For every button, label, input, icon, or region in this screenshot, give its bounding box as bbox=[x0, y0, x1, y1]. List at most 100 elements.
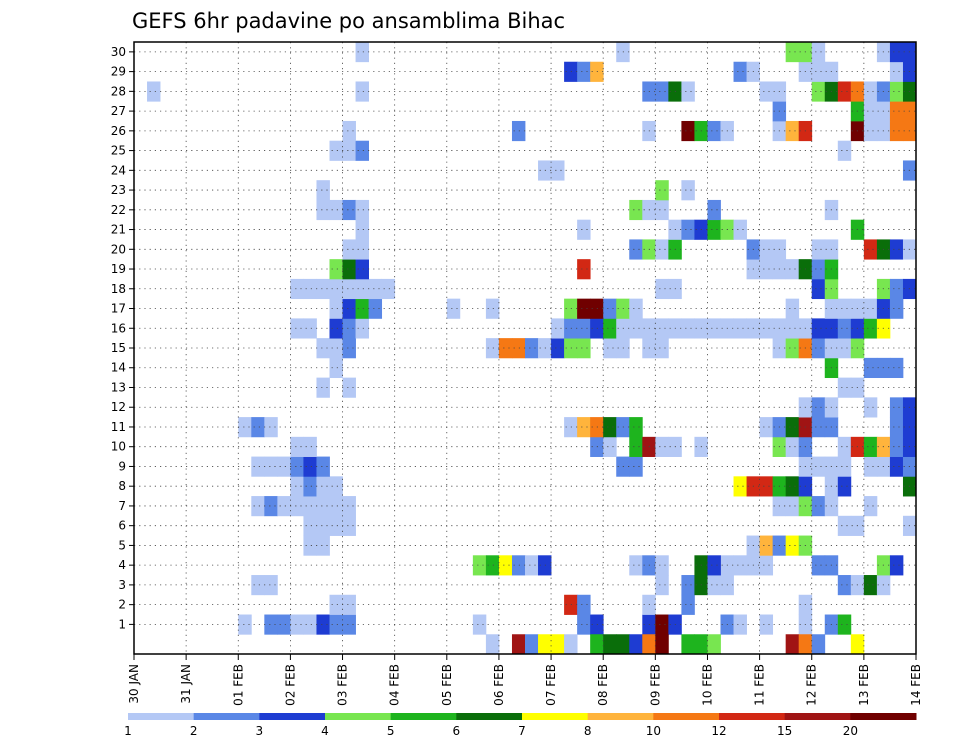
heatmap-cell bbox=[368, 278, 383, 300]
colorbar-segment bbox=[719, 713, 786, 720]
heatmap-cell bbox=[655, 81, 669, 102]
heatmap-cell bbox=[837, 377, 852, 398]
heatmap-cell bbox=[863, 239, 878, 260]
heatmap-cell bbox=[785, 535, 800, 556]
heatmap-cell bbox=[329, 357, 343, 379]
heatmap-cell bbox=[629, 436, 643, 457]
heatmap-cell bbox=[538, 634, 552, 655]
heatmap-cell bbox=[811, 634, 826, 655]
heatmap-cell bbox=[551, 160, 565, 181]
heatmap-cell bbox=[603, 417, 617, 438]
heatmap-cell bbox=[655, 239, 669, 260]
heatmap-cell bbox=[577, 219, 591, 240]
heatmap-cell bbox=[355, 298, 369, 319]
heatmap-cell bbox=[238, 417, 252, 438]
heatmap-cell bbox=[837, 456, 852, 477]
heatmap-cell bbox=[316, 377, 330, 398]
x-tick-label: 02 FEB bbox=[283, 664, 297, 706]
y-tick-label: 27 bbox=[111, 104, 126, 118]
heatmap-cell bbox=[603, 436, 617, 457]
heatmap-cell bbox=[785, 120, 800, 142]
heatmap-cell bbox=[577, 338, 591, 359]
y-tick-label: 23 bbox=[111, 183, 126, 197]
heatmap-cell bbox=[577, 614, 591, 635]
heatmap-cell bbox=[316, 278, 330, 300]
y-tick-label: 12 bbox=[111, 400, 126, 414]
y-tick-label: 14 bbox=[111, 361, 126, 375]
heatmap-cell bbox=[577, 298, 591, 319]
y-tick-label: 13 bbox=[111, 380, 126, 394]
x-tick-label: 13 FEB bbox=[857, 664, 871, 706]
heatmap-cell bbox=[277, 496, 291, 517]
heatmap-cell bbox=[837, 318, 852, 339]
y-tick-label: 30 bbox=[111, 45, 126, 59]
heatmap-cell bbox=[759, 555, 774, 576]
colorbar-segment bbox=[456, 713, 523, 720]
x-tick-label: 03 FEB bbox=[336, 664, 350, 706]
heatmap-cell bbox=[551, 634, 565, 655]
y-tick-label: 29 bbox=[111, 65, 126, 79]
y-tick-label: 1 bbox=[118, 617, 126, 631]
heatmap-cell bbox=[342, 278, 356, 300]
y-tick-label: 3 bbox=[118, 578, 126, 592]
colorbar-label: 10 bbox=[646, 724, 661, 738]
heatmap-cell bbox=[863, 318, 878, 339]
heatmap-cell bbox=[837, 436, 852, 457]
heatmap-cell bbox=[811, 397, 826, 418]
heatmap-cell bbox=[342, 594, 356, 615]
colorbar-label: 15 bbox=[777, 724, 792, 738]
colorbar-segment bbox=[325, 713, 392, 720]
heatmap-cell bbox=[811, 456, 826, 477]
colorbar-segment bbox=[784, 713, 851, 720]
heatmap-cell bbox=[329, 515, 343, 536]
heatmap-cell bbox=[889, 81, 904, 102]
heatmap-cell bbox=[329, 259, 343, 280]
heatmap-cell bbox=[655, 614, 669, 635]
heatmap-cell bbox=[863, 357, 878, 379]
heatmap-cell bbox=[629, 239, 643, 260]
heatmap-cell bbox=[681, 219, 695, 240]
y-tick-label: 28 bbox=[111, 84, 126, 98]
heatmap-cell bbox=[707, 634, 721, 655]
colorbar-label: 20 bbox=[843, 724, 858, 738]
heatmap-cell bbox=[577, 61, 591, 82]
heatmap-cell bbox=[889, 456, 904, 477]
heatmap-cell bbox=[355, 318, 369, 339]
y-tick-label: 21 bbox=[111, 223, 126, 237]
x-tick-label: 04 FEB bbox=[388, 664, 402, 706]
heatmap-cell bbox=[707, 199, 721, 221]
heatmap-cell bbox=[590, 634, 604, 655]
heatmap-cell bbox=[707, 318, 721, 339]
heatmap-cell bbox=[863, 496, 878, 517]
heatmap-cell bbox=[889, 417, 904, 438]
heatmap-cell bbox=[629, 298, 643, 319]
heatmap-cell bbox=[707, 575, 721, 596]
heatmap-cell bbox=[655, 338, 669, 359]
heatmap-cell bbox=[837, 575, 852, 596]
y-tick-label: 5 bbox=[118, 538, 126, 552]
heatmap-cell bbox=[785, 496, 800, 517]
heatmap-cell bbox=[316, 456, 330, 477]
heatmap-cell bbox=[355, 219, 369, 240]
heatmap-cell bbox=[329, 338, 343, 359]
heatmap-cell bbox=[303, 614, 317, 635]
heatmap-cell bbox=[329, 496, 343, 517]
y-tick-label: 25 bbox=[111, 144, 126, 158]
heatmap-cell bbox=[811, 278, 826, 300]
heatmap-cells bbox=[147, 42, 917, 655]
heatmap-cell bbox=[355, 259, 369, 280]
heatmap-cell bbox=[707, 555, 721, 576]
heatmap-cell bbox=[355, 199, 369, 221]
heatmap-cell bbox=[603, 298, 617, 319]
colorbar-segment bbox=[259, 713, 326, 720]
heatmap-cell bbox=[889, 397, 904, 418]
heatmap-cell bbox=[863, 101, 878, 122]
heatmap-cell bbox=[329, 278, 343, 300]
heatmap-cell bbox=[577, 417, 591, 438]
x-tick-label: 09 FEB bbox=[648, 664, 662, 706]
heatmap-cell bbox=[785, 634, 800, 655]
y-tick-label: 10 bbox=[111, 440, 126, 454]
heatmap-cell bbox=[811, 61, 826, 82]
x-tick-label: 11 FEB bbox=[753, 664, 767, 706]
colorbar-label: 6 bbox=[453, 724, 461, 738]
